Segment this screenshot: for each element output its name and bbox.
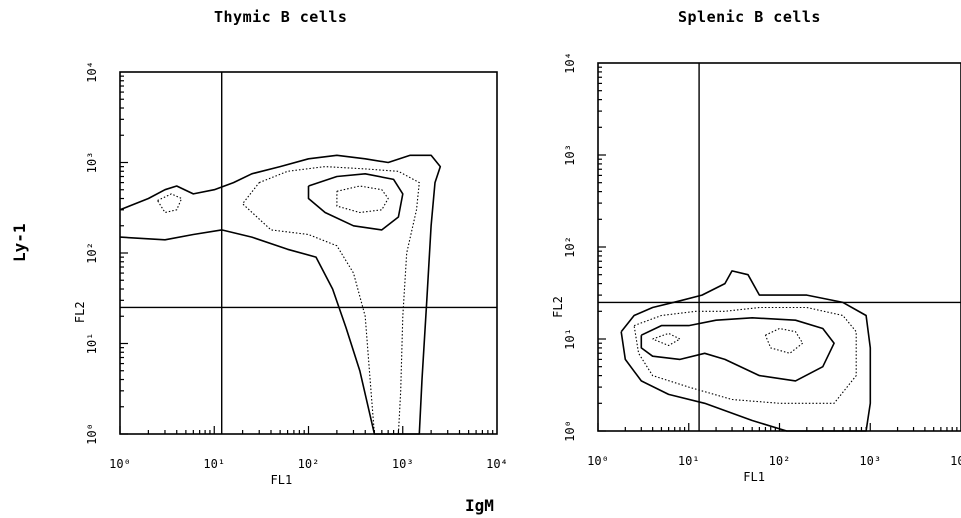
contour-line-splenic-2 (633, 306, 857, 404)
contour-line-splenic-4 (764, 327, 804, 354)
x-tick-label-splenic: 10¹ (678, 454, 700, 468)
x-tick-label-thymic: 10¹ (203, 457, 225, 471)
plot-frame-thymic (119, 71, 498, 435)
y-tick-label-thymic: 10¹ (85, 333, 99, 355)
contour-line-thymic-2 (242, 166, 420, 435)
x-tick-label-thymic: 10⁴ (486, 457, 508, 471)
x-tick-label-thymic: 10² (298, 457, 320, 471)
contour-line-thymic-1 (119, 154, 442, 435)
x-tick-label-splenic: 10³ (859, 454, 881, 468)
y-tick-label-thymic: 10³ (85, 152, 99, 174)
contour-line-thymic-4 (336, 185, 389, 214)
chart-title-splenic: Splenic B cells (678, 8, 821, 26)
contour-line-splenic-5 (652, 332, 681, 347)
contour-line-thymic-3 (307, 173, 404, 231)
chart-title-thymic: Thymic B cells (214, 8, 348, 26)
x-tick-label-thymic: 10³ (392, 457, 414, 471)
x-tick-label-splenic: 10⁰ (587, 454, 609, 468)
x-axis-label-thymic: FL1 (271, 473, 293, 487)
shared-x-axis-label: IgM (465, 496, 494, 515)
y-axis-label-splenic: FL2 (551, 296, 565, 318)
contour-line-thymic-5 (157, 193, 183, 214)
y-tick-label-thymic: 10⁰ (85, 423, 99, 445)
x-axis-label-splenic: FL1 (743, 470, 765, 484)
x-tick-label-splenic: 10² (769, 454, 791, 468)
y-tick-label-splenic: 10⁰ (563, 420, 577, 442)
y-tick-label-thymic: 10⁴ (85, 61, 99, 83)
y-tick-label-splenic: 10¹ (563, 328, 577, 350)
y-axis-label-thymic: FL2 (73, 301, 87, 323)
contour-line-splenic-1 (620, 270, 872, 432)
x-tick-label-splenic: 10⁴ (950, 454, 961, 468)
y-tick-label-splenic: 10⁴ (563, 52, 577, 74)
y-tick-label-splenic: 10³ (563, 144, 577, 166)
x-tick-label-thymic: 10⁰ (109, 457, 131, 471)
y-tick-label-thymic: 10² (85, 242, 99, 264)
y-tick-label-splenic: 10² (563, 236, 577, 258)
contour-line-splenic-3 (640, 316, 835, 382)
